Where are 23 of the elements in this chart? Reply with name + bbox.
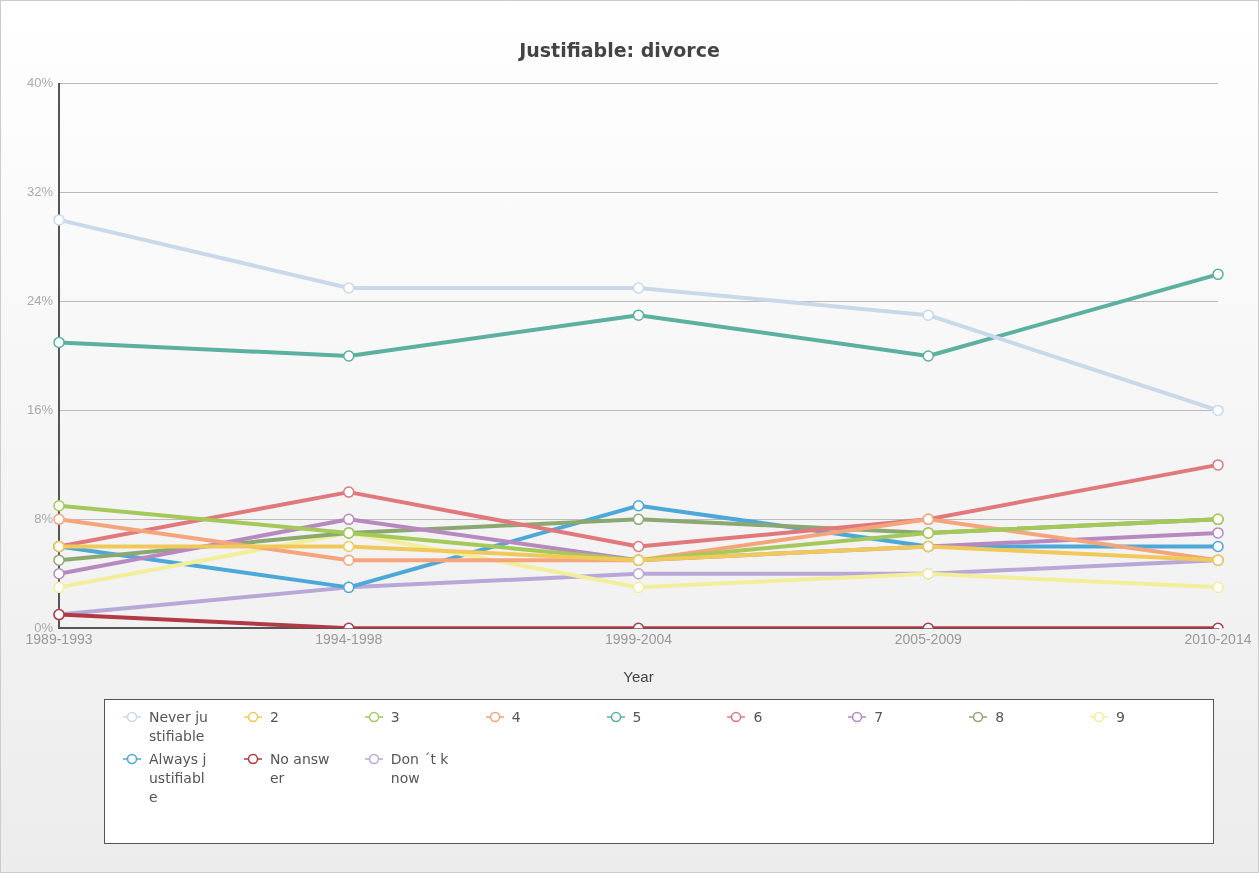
legend-label: 8: [995, 708, 1006, 727]
legend-label: 6: [753, 708, 764, 727]
legend-label: 5: [632, 708, 643, 727]
legend-label: 4: [511, 708, 522, 727]
x-tick-label: 1999-2004: [605, 631, 673, 648]
x-tick-label: 1994-1998: [315, 631, 383, 648]
x-tick-label: 2010-2014: [1184, 631, 1252, 648]
y-tick-label: 8%: [34, 510, 54, 526]
chart-title: Justifiable: divorce: [517, 39, 720, 62]
legend-label: Don ´t know: [390, 750, 450, 788]
y-tick-label: 24%: [26, 293, 54, 309]
x-axis-title: Year: [623, 668, 654, 686]
legend-label: No answer: [269, 750, 330, 788]
legend-label: 3: [390, 708, 401, 727]
legend-label: Never justifiable: [149, 708, 209, 746]
y-tick-label: 40%: [26, 75, 54, 91]
legend-label: Always justifiable: [149, 750, 208, 807]
legend-label: 9: [1116, 708, 1127, 727]
y-tick-label: 16%: [26, 402, 54, 418]
legend-label: 7: [874, 708, 885, 727]
legend-label: 2: [269, 708, 280, 727]
x-tick-label: 2005-2009: [894, 631, 962, 648]
y-tick-label: 32%: [26, 184, 54, 200]
